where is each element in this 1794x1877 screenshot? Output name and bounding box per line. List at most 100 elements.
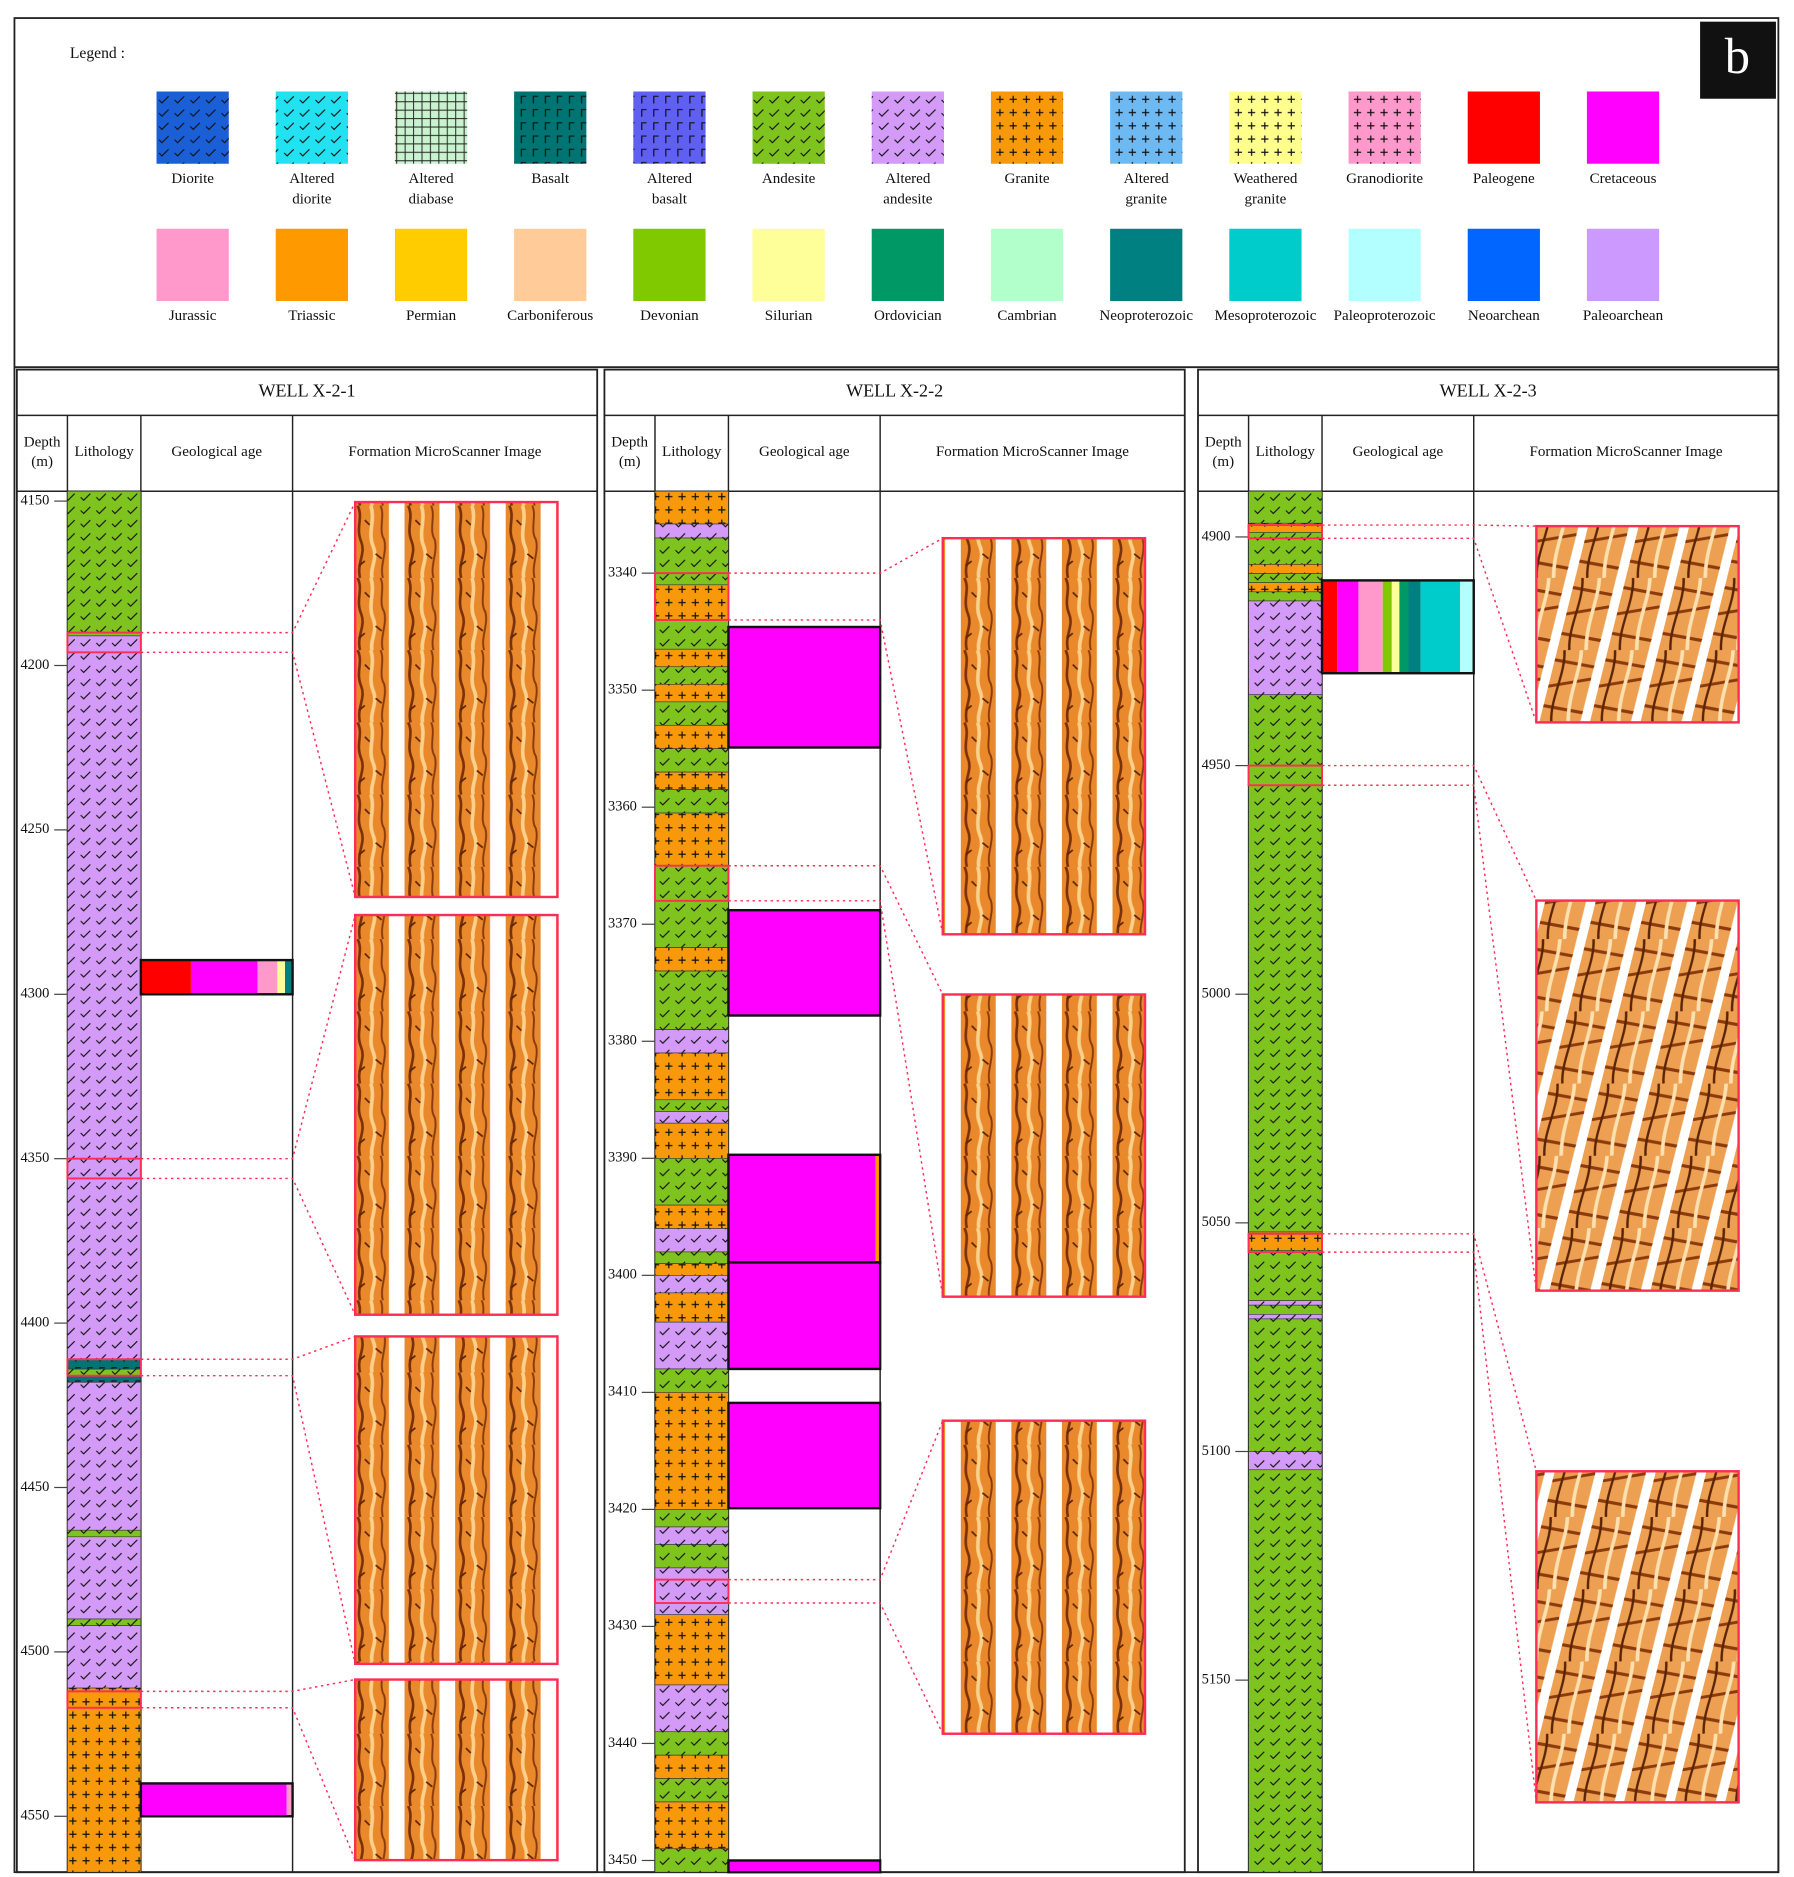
lithology-texture (654, 538, 729, 585)
depth-label: 4300 (20, 986, 49, 1002)
legend-label: Weathered (1233, 171, 1297, 187)
column-header: Lithology (74, 444, 134, 460)
fmi-image (1535, 1470, 1740, 1804)
connector (728, 537, 944, 574)
well-title: WELL X-2-1 (259, 381, 356, 401)
age-segment (1322, 580, 1338, 674)
lithology-texture (654, 813, 729, 866)
connector (1322, 1233, 1538, 1472)
age-segment (1399, 580, 1409, 674)
lithology-texture (1248, 523, 1323, 533)
legend-label: Altered (647, 171, 693, 187)
legend-texture (275, 91, 348, 164)
lithology-texture (1248, 1300, 1323, 1306)
depth-label: 3420 (608, 1501, 637, 1517)
lithology-texture (67, 1382, 141, 1531)
legend-label: Andesite (762, 171, 816, 187)
connector (140, 1707, 356, 1861)
lithology-texture (654, 971, 729, 1030)
lithology-texture (67, 635, 141, 1360)
badge: b (1725, 28, 1750, 84)
connector (1322, 1251, 1538, 1803)
lithology-texture (654, 725, 729, 749)
legend-swatch (1467, 91, 1540, 164)
legend-label: Altered (1124, 171, 1170, 187)
column-header: (m) (619, 454, 641, 470)
legend-label: diabase (408, 191, 453, 207)
lithology-texture (67, 1375, 141, 1383)
lithology-texture (1248, 532, 1323, 565)
lithology-texture (654, 1614, 729, 1685)
lithology-texture (654, 619, 729, 650)
column-header: Depth (1205, 435, 1242, 451)
legend-label: Altered (885, 171, 931, 187)
column-header: Formation MicroScanner Image (936, 444, 1129, 460)
legend-label: diorite (292, 191, 332, 207)
lithology-texture (654, 684, 729, 702)
lithology-texture (654, 649, 729, 667)
connector (728, 864, 944, 995)
lithology-texture (654, 1029, 729, 1053)
age-segment (140, 1783, 287, 1817)
lithology-texture (67, 491, 141, 636)
legend-swatch (752, 228, 825, 301)
lithology-texture (654, 701, 729, 726)
well-frame (603, 368, 1186, 1874)
depth-label: 3350 (608, 681, 637, 697)
age-segment (257, 960, 278, 995)
legend-texture (871, 91, 944, 164)
lithology-texture (654, 1567, 729, 1615)
age-segment (1420, 580, 1461, 674)
lithology-texture (654, 1544, 729, 1568)
age-segment (728, 1262, 881, 1369)
lithology-texture (1248, 564, 1323, 574)
lithology-texture (654, 1263, 729, 1276)
connector (140, 1678, 356, 1693)
well-frame (15, 368, 599, 1874)
connector (1322, 524, 1537, 527)
legend-swatch (1348, 228, 1421, 301)
legend-label: Granodiorite (1346, 171, 1423, 187)
age-segment (1337, 580, 1359, 674)
lithology-texture (654, 1322, 729, 1369)
legend-label: Silurian (765, 308, 813, 324)
depth-label: 3410 (608, 1384, 637, 1400)
column-header: (m) (31, 454, 53, 470)
depth-label: 4350 (20, 1150, 49, 1166)
lithology-texture (654, 1731, 729, 1756)
age-bar (727, 1859, 882, 1874)
lithology-texture (654, 1275, 729, 1293)
highlight-box (1247, 764, 1323, 787)
lithology-texture (67, 1688, 141, 1873)
legend-label: Carboniferous (507, 308, 593, 324)
legend-label: granite (1125, 191, 1167, 207)
age-bar (139, 958, 294, 996)
well-frame (1197, 368, 1780, 1874)
lithology-texture (654, 1368, 729, 1393)
age-segment (1382, 580, 1392, 674)
depth-label: 5150 (1202, 1671, 1231, 1687)
legend-title: Legend : (70, 45, 125, 62)
legend-label: Neoarchean (1468, 308, 1540, 324)
connector (728, 1420, 944, 1581)
legend-texture (156, 91, 229, 164)
connector (1322, 537, 1538, 723)
age-segment (1460, 580, 1474, 674)
legend-swatch (275, 228, 348, 301)
age-segment (277, 960, 285, 995)
age-bar (139, 1782, 294, 1818)
lithology-texture (654, 1526, 729, 1545)
depth-label: 3380 (608, 1033, 637, 1049)
legend-swatch (1467, 228, 1540, 301)
lithology-texture (654, 1684, 729, 1732)
legend-label: Altered (408, 171, 454, 187)
well-title: WELL X-2-3 (1440, 381, 1537, 401)
legend-swatch (871, 228, 944, 301)
legend-label: Neoproterozoic (1099, 308, 1193, 324)
lithology-texture (654, 1251, 729, 1264)
connector (140, 501, 356, 634)
lithology-texture (1248, 591, 1323, 601)
depth-label: 5050 (1202, 1214, 1231, 1230)
lithology-texture (654, 1205, 729, 1229)
